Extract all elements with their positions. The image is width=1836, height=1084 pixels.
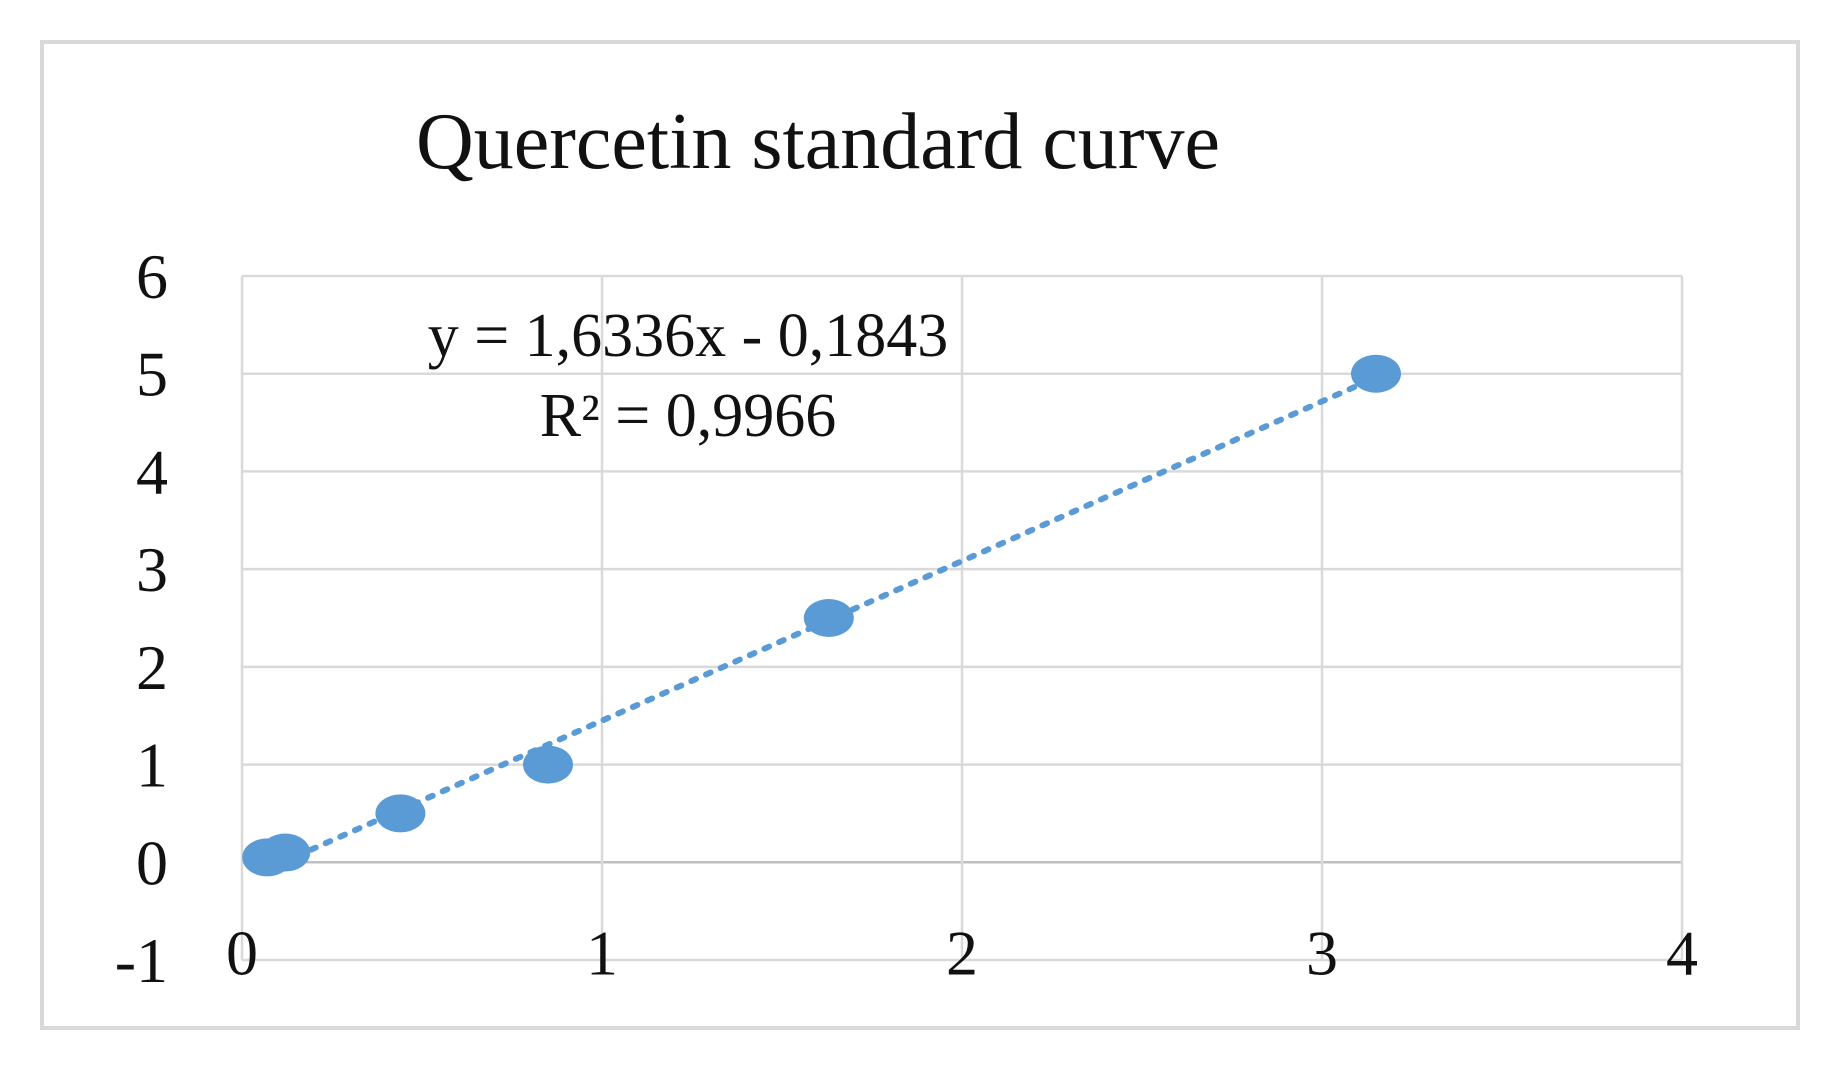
trendline-r-squared: R² = 0,9966	[540, 382, 836, 450]
trendline-equation: y = 1,6336x - 0,1843	[428, 302, 949, 370]
x-tick-label: 2	[946, 917, 978, 988]
y-tick-label: 4	[136, 436, 168, 507]
data-points	[242, 354, 1401, 877]
data-point	[260, 833, 311, 872]
y-tick-label: 3	[136, 534, 168, 605]
data-point	[523, 745, 573, 784]
x-tick-label: 1	[586, 917, 618, 988]
data-point	[1351, 354, 1401, 393]
y-tick-label: 6	[136, 241, 168, 312]
y-tick-label: 5	[136, 339, 168, 410]
chart-frame	[40, 40, 1800, 1030]
y-tick-label: -1	[115, 925, 168, 996]
x-axis-ticks: 0 1 2 3 4	[226, 917, 1698, 988]
y-tick-label: 1	[136, 730, 168, 801]
gridlines	[240, 274, 1684, 962]
y-tick-label: 2	[136, 632, 168, 703]
y-axis-ticks: -1 0 1 2 3 4 5 6	[115, 241, 168, 996]
x-tick-label: 3	[1306, 917, 1338, 988]
x-tick-label: 4	[1666, 917, 1698, 988]
data-point	[803, 599, 854, 637]
y-tick-label: 0	[136, 827, 168, 898]
x-tick-label: 0	[226, 917, 258, 988]
data-point	[375, 794, 426, 833]
chart-title: Quercetin standard curve	[416, 98, 1220, 186]
